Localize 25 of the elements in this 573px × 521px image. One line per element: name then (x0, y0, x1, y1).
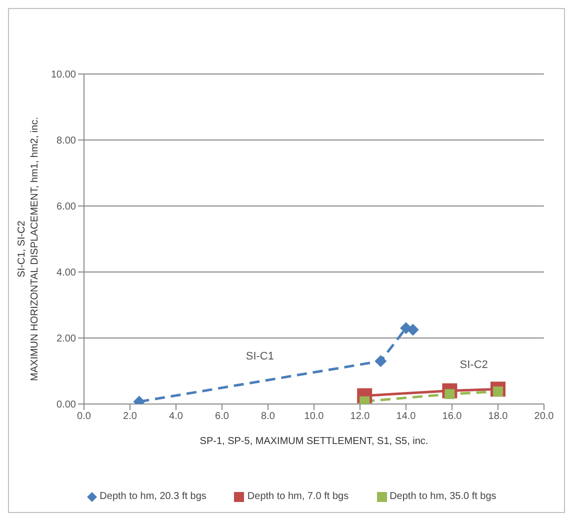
y-tick-label: 6.00 (56, 202, 76, 213)
y-tick-label: 10.00 (50, 70, 76, 81)
x-tick-label: 8.0 (261, 411, 276, 422)
annotation: SI-C1 (246, 350, 274, 362)
x-tick-label: 10.0 (304, 411, 324, 422)
x-axis-title: SP-1, SP-5, MAXIMUM SETTLEMENT, S1, S5, inc. (200, 436, 428, 447)
y-tick-label: 8.00 (56, 136, 76, 147)
y-tick-label: 4.00 (56, 268, 76, 279)
point (374, 355, 387, 368)
y-tick-label: 0.00 (56, 400, 76, 411)
y-axis-title: SI-C1, SI-C2 MAXIMUN HORIZONTAL DISPLACEMENT, hm1, hm2, inc. (16, 117, 40, 381)
x-tick-label: 2.0 (123, 411, 138, 422)
legend-label: Depth to hm, 20.3 ft bgs (98, 491, 206, 502)
legend-label: Depth to hm, 7.0 ft bgs (246, 491, 349, 502)
x-tick-label: 6.0 (215, 411, 230, 422)
x-tick-label: 20.0 (534, 411, 554, 422)
y-tick-label: 2.00 (56, 334, 76, 345)
legend-label: Depth to hm, 35.0 ft bgs (388, 491, 496, 502)
annotation: SI-C2 (460, 358, 488, 371)
x-tick-label: 4.0 (169, 411, 184, 422)
x-tick-label: 14.0 (396, 411, 416, 422)
x-tick-label: 12.0 (350, 411, 370, 422)
x-tick-label: 16.0 (442, 411, 462, 422)
x-tick-label: 0.0 (77, 411, 92, 422)
x-tick-label: 18.0 (488, 411, 508, 422)
